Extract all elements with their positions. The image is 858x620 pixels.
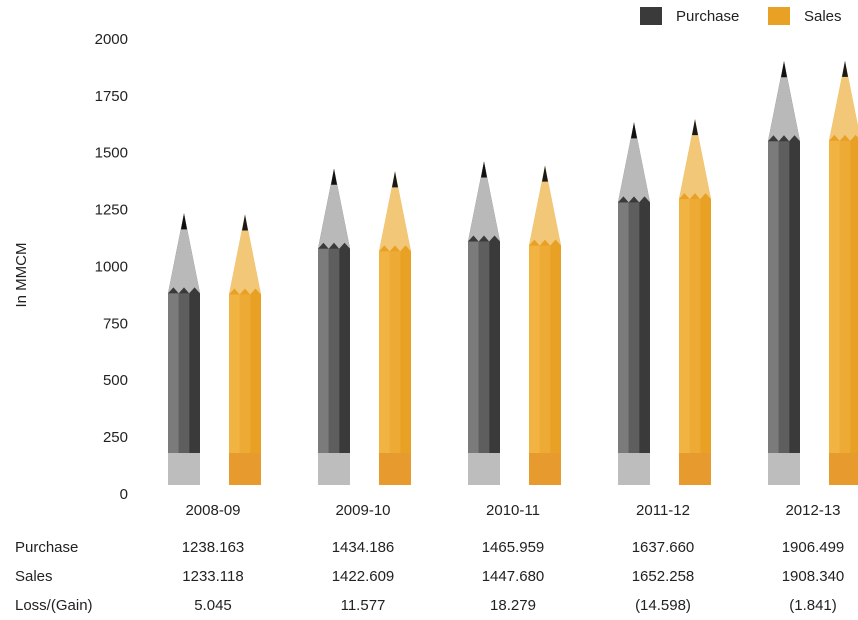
- pencil-facet: [229, 294, 240, 485]
- y-axis-label: In MMCM: [13, 243, 30, 308]
- pencil-lead: [631, 122, 637, 139]
- table-cell: 1637.660: [632, 539, 695, 556]
- pencil-wood: [529, 165, 561, 246]
- table-cell: 1434.186: [332, 539, 395, 556]
- pencil-facet: [618, 202, 629, 485]
- pencil-ferrule: [318, 453, 350, 485]
- pencil-wood: [229, 214, 261, 295]
- pencil-facet: [679, 199, 690, 485]
- pencil-lead: [392, 171, 398, 188]
- pencil-facet: [829, 140, 840, 485]
- x-tick-label: 2012-13: [785, 502, 840, 519]
- table-cell: 1238.163: [182, 539, 245, 556]
- legend-swatch: [768, 7, 790, 25]
- pencil-wood: [829, 60, 858, 141]
- pencil-lead: [181, 213, 187, 230]
- table-cell: 1447.680: [482, 568, 545, 585]
- legend-swatch: [640, 7, 662, 25]
- y-tick-label: 250: [103, 429, 128, 446]
- pencil-ferrule: [679, 453, 711, 485]
- pencil-facet: [529, 245, 540, 485]
- pencil-wood: [618, 122, 650, 203]
- pencil-wood: [318, 168, 350, 249]
- pencil-ferrule: [618, 453, 650, 485]
- y-tick-label: 500: [103, 372, 128, 389]
- y-tick-label: 1250: [95, 202, 128, 219]
- pencil-lead: [692, 119, 698, 136]
- y-tick-label: 0: [120, 486, 128, 503]
- table-cell: (1.841): [789, 597, 837, 614]
- pencil-ferrule: [468, 453, 500, 485]
- pencil-ferrule: [529, 453, 561, 485]
- pencil-facet: [389, 251, 401, 485]
- table-cell: 1422.609: [332, 568, 395, 585]
- table-cell: (14.598): [635, 597, 691, 614]
- table-row-label: Loss/(Gain): [15, 597, 93, 614]
- y-tick-label: 1000: [95, 258, 128, 275]
- table-cell: 1906.499: [782, 539, 845, 556]
- y-tick-label: 2000: [95, 31, 128, 48]
- pencil-ferrule: [168, 453, 200, 485]
- table-cell: 18.279: [490, 597, 536, 614]
- table-row-label: Purchase: [15, 539, 78, 556]
- pencil-facet: [478, 241, 490, 485]
- x-tick-label: 2009-10: [335, 502, 390, 519]
- pencil-facet: [778, 141, 790, 485]
- pencil-lead: [481, 161, 487, 178]
- pencil-lead: [542, 165, 548, 182]
- table-cell: 11.577: [341, 597, 386, 614]
- pencil-facet: [768, 141, 779, 485]
- pencil-facet: [318, 248, 329, 485]
- table-cell: 1465.959: [482, 539, 545, 556]
- legend-label: Purchase: [676, 8, 739, 25]
- pencil-ferrule: [229, 453, 261, 485]
- pencil-facet: [239, 294, 251, 485]
- x-tick-label: 2011-12: [636, 502, 690, 519]
- pencil-facet: [689, 199, 701, 485]
- table-row-label: Sales: [15, 568, 53, 585]
- pencil-lead: [842, 60, 848, 77]
- pencil-ferrule: [829, 453, 858, 485]
- x-tick-label: 2010-11: [486, 502, 540, 519]
- pencil-wood: [679, 119, 711, 200]
- pencil-facet: [628, 202, 640, 485]
- pencil-lead: [242, 214, 248, 231]
- x-tick-label: 2008-09: [185, 502, 240, 519]
- y-tick-label: 1750: [95, 88, 128, 105]
- pencil-lead: [781, 61, 787, 78]
- pencil-facet: [839, 140, 851, 485]
- pencil-lead: [331, 168, 337, 185]
- table-cell: 1652.258: [632, 568, 695, 585]
- table-cell: 1908.340: [782, 568, 845, 585]
- y-tick-label: 750: [103, 315, 128, 332]
- pencil-facet: [379, 251, 390, 485]
- pencil-wood: [468, 161, 500, 242]
- pencil-facet: [468, 241, 479, 485]
- pencil-facet: [168, 293, 179, 485]
- y-tick-label: 1500: [95, 145, 128, 162]
- table-cell: 5.045: [194, 597, 232, 614]
- legend-label: Sales: [804, 8, 842, 25]
- pencil-wood: [768, 61, 800, 142]
- pencil-facet: [178, 293, 190, 485]
- pencil-ferrule: [768, 453, 800, 485]
- pencil-wood: [168, 213, 200, 294]
- table-cell: 1233.118: [182, 568, 243, 585]
- pencil-facet: [328, 248, 340, 485]
- pencil-facet: [539, 245, 551, 485]
- pencil-ferrule: [379, 453, 411, 485]
- pencil-wood: [379, 171, 411, 252]
